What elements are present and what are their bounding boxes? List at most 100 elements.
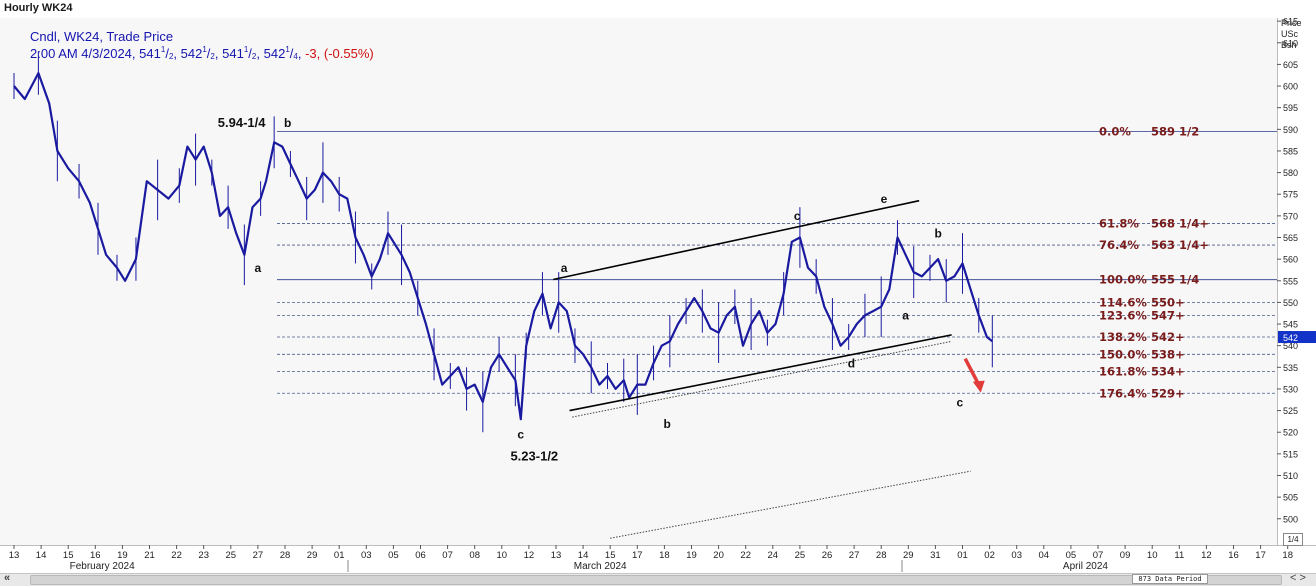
y-tick-label: 545 — [1283, 320, 1298, 330]
fib-level-pct: 0.0% — [1099, 124, 1131, 138]
x-tick-label: 14 — [36, 550, 47, 561]
x-tick-label: 03 — [361, 550, 372, 561]
x-tick-label: 28 — [876, 550, 887, 561]
y-tick-label: 550 — [1283, 298, 1298, 308]
x-tick-label: 31 — [930, 550, 941, 561]
x-tick-label: 01 — [957, 550, 968, 561]
fib-level-price: 547+ — [1151, 308, 1185, 322]
current-price-label: 542 — [1283, 333, 1298, 343]
scroll-left-button[interactable]: « — [4, 572, 11, 584]
x-tick-label: 05 — [1066, 550, 1077, 561]
x-tick-label: 10 — [1147, 550, 1158, 561]
wave-label: d — [848, 356, 855, 370]
x-tick-label: 20 — [713, 550, 724, 561]
projection-arrow-head — [972, 380, 985, 393]
scroll-right-button[interactable]: < > — [1290, 572, 1306, 584]
fib-level-pct: 76.4% — [1099, 238, 1139, 252]
window-title: Hourly WK24 — [4, 2, 73, 14]
y-tick-label: 525 — [1283, 406, 1298, 416]
x-tick-label: 16 — [1228, 550, 1239, 561]
channel-dotted-line — [572, 340, 952, 418]
zoom-button[interactable]: 1/4 — [1283, 533, 1303, 546]
x-tick-label: 08 — [469, 550, 480, 561]
wave-label: c — [956, 395, 963, 409]
x-tick-label: 12 — [524, 550, 535, 561]
current-price-marker — [1278, 331, 1316, 344]
x-tick-label: 04 — [1039, 550, 1050, 561]
x-tick-label: 09 — [1120, 550, 1131, 561]
x-tick-label: 14 — [578, 550, 589, 561]
x-tick-label: 10 — [497, 550, 508, 561]
x-tick-label: 01 — [334, 550, 345, 561]
fib-level-pct: 100.0% — [1099, 273, 1147, 287]
x-tick-label: 25 — [226, 550, 237, 561]
x-tick-label: 26 — [822, 550, 833, 561]
wave-label: 5.94-1/4 — [218, 115, 266, 130]
y-tick-label: 555 — [1283, 276, 1298, 286]
y-tick-label: 510 — [1283, 471, 1298, 481]
x-tick-label: 17 — [1255, 550, 1266, 561]
fib-level-price: 568 1/4+ — [1151, 216, 1209, 230]
y-tick-label: 580 — [1283, 168, 1298, 178]
fib-level-price: 563 1/4+ — [1151, 238, 1209, 252]
price-series-line — [13, 72, 993, 421]
x-tick-label: 17 — [632, 550, 643, 561]
axis-header-line1: Price — [1281, 18, 1302, 28]
fib-level-pct: 61.8% — [1099, 216, 1139, 230]
legend-low: 5411/2, — [222, 45, 260, 61]
price-axis-header: Price USc Bsh — [1281, 18, 1302, 51]
legend-change: -3, (-0.55%) — [305, 46, 374, 61]
y-tick-label: 590 — [1283, 125, 1298, 135]
plot-area[interactable] — [0, 18, 1278, 545]
y-tick-label: 535 — [1283, 363, 1298, 373]
projection-arrow-shaft — [963, 357, 981, 386]
fib-level-pct: 161.8% — [1099, 365, 1147, 379]
fib-level-price: 534+ — [1151, 365, 1185, 379]
x-tick-label: 19 — [686, 550, 697, 561]
y-tick-label: 540 — [1283, 341, 1298, 351]
wave-label: a — [561, 261, 568, 275]
channel-upper-line — [553, 199, 920, 281]
wave-label: 5.23-1/2 — [510, 448, 558, 463]
x-tick-label: 29 — [307, 550, 318, 561]
y-tick-label: 610 — [1283, 38, 1298, 48]
y-tick-label: 615 — [1283, 17, 1298, 27]
x-tick-label: 27 — [253, 550, 264, 561]
x-tick-label: 03 — [1011, 550, 1022, 561]
y-tick-label: 515 — [1283, 449, 1298, 459]
legend-close: 5421/4, — [263, 45, 302, 61]
x-tick-label: 13 — [9, 550, 20, 561]
x-tick-label: 12 — [1201, 550, 1212, 561]
x-tick-label: 16 — [90, 550, 101, 561]
scrollbar-thumb[interactable] — [30, 575, 1282, 585]
price-axis[interactable] — [1278, 18, 1316, 545]
x-tick-label: 29 — [903, 550, 914, 561]
y-tick-label: 505 — [1283, 493, 1298, 503]
fib-level-price: 542+ — [1151, 330, 1185, 344]
x-tick-label: 21 — [144, 550, 155, 561]
data-period-badge: 873 Data Period — [1132, 574, 1208, 584]
x-tick-label: 23 — [198, 550, 209, 561]
channel-lower-line — [569, 334, 952, 412]
fib-level-pct: 176.4% — [1099, 386, 1147, 400]
legend-time: 2:00 AM 4/3/2024, — [30, 46, 136, 61]
x-tick-label: 22 — [740, 550, 751, 561]
y-tick-label: 595 — [1283, 103, 1298, 113]
y-tick-label: 560 — [1283, 255, 1298, 265]
x-tick-label: 18 — [1282, 550, 1293, 561]
y-tick-label: 500 — [1283, 514, 1298, 524]
fib-level-pct: 114.6% — [1099, 295, 1147, 309]
y-tick-label: 575 — [1283, 190, 1298, 200]
x-tick-label: 05 — [388, 550, 399, 561]
x-tick-label: 06 — [415, 550, 426, 561]
fib-level-pct: 123.6% — [1099, 308, 1147, 322]
fib-level-price: 538+ — [1151, 347, 1185, 361]
x-tick-label: 13 — [551, 550, 562, 561]
y-tick-label: 520 — [1283, 428, 1298, 438]
legend-high: 5421/2, — [180, 45, 219, 61]
wave-label: a — [255, 261, 262, 275]
projection-dotted-line — [610, 470, 971, 539]
fib-level-pct: 138.2% — [1099, 330, 1147, 344]
wave-label: e — [881, 192, 888, 206]
month-label: February 2024 — [70, 561, 135, 572]
